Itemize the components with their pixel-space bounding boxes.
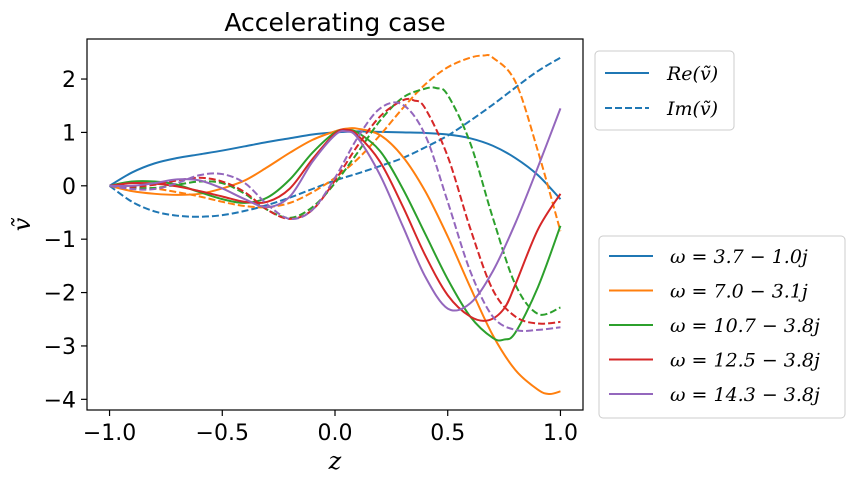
series-layer	[108, 53, 562, 395]
series-line-im-5	[109, 86, 561, 316]
x-tick-label: −0.5	[196, 421, 249, 446]
series-line-im-1	[108, 56, 561, 218]
legend-line-style: Re(ṽ) Im(ṽ)	[594, 50, 735, 131]
y-axis-ticks: −4 −3 −2 −1 0 1 2	[44, 68, 87, 413]
legend-label: ω = 14.3 − 3.8j	[670, 384, 820, 406]
legend-label: ω = 3.7 − 1.0j	[670, 246, 808, 268]
legend-label: ω = 12.5 − 3.8j	[670, 350, 820, 372]
series-line-im-3	[109, 53, 562, 232]
x-tick-label: 0.0	[318, 421, 353, 446]
y-tick-label: −2	[44, 282, 76, 307]
y-tick-label: 2	[62, 68, 76, 93]
y-axis-label: ṽ	[8, 217, 36, 231]
series-line-im-9	[109, 101, 561, 333]
x-tick-label: −1.0	[83, 421, 136, 446]
y-tick-label: −3	[44, 335, 76, 360]
x-axis-label: z	[328, 447, 342, 475]
series-line-re-4	[109, 128, 562, 342]
y-tick-label: 0	[62, 175, 76, 200]
x-tick-label: 1.0	[543, 421, 578, 446]
y-tick-label: −4	[44, 388, 76, 413]
legend-frame	[594, 50, 735, 131]
x-axis-ticks: −1.0 −0.5 0.0 0.5 1.0	[83, 410, 578, 446]
chart-title: Accelerating case	[224, 8, 445, 37]
plot-frame	[86, 38, 584, 411]
legend-label: Re(ṽ)	[666, 63, 718, 85]
legend-label: Im(ṽ)	[666, 98, 718, 120]
legend-frame	[598, 235, 846, 419]
legend-label: ω = 10.7 − 3.8j	[670, 315, 820, 337]
series-line-re-8	[109, 108, 562, 312]
series-line-re-0	[109, 130, 562, 200]
x-tick-label: 0.5	[430, 421, 465, 446]
y-tick-label: 1	[62, 121, 76, 146]
series-line-re-2	[109, 127, 561, 395]
legend-frequency-modes: ω = 3.7 − 1.0j ω = 7.0 − 3.1j ω = 10.7 − 3…	[598, 235, 846, 419]
y-tick-label: −1	[44, 228, 76, 253]
legend-label: ω = 7.0 − 3.1j	[670, 281, 808, 303]
